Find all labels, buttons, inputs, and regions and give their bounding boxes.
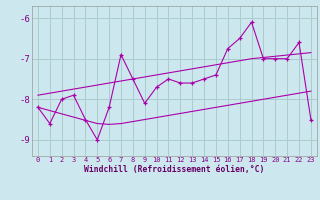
X-axis label: Windchill (Refroidissement éolien,°C): Windchill (Refroidissement éolien,°C)	[84, 165, 265, 174]
